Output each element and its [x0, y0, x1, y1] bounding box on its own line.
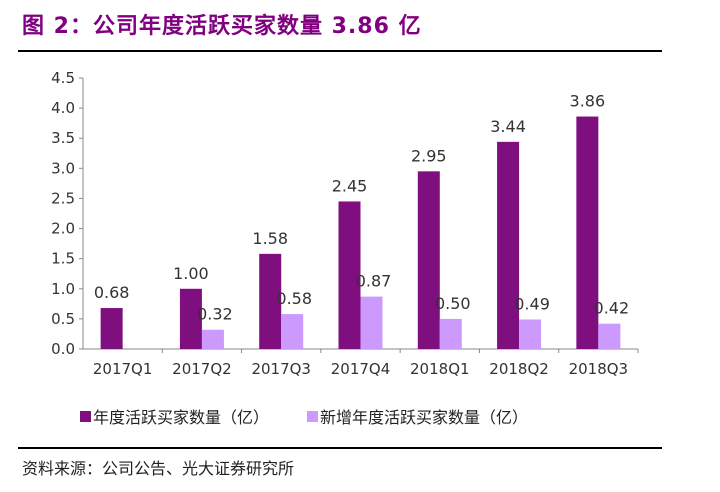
- x-tick-label: 2017Q2: [172, 360, 232, 378]
- legend-swatch: [80, 410, 91, 422]
- bar-chart: 0.0 0.5 1.0 1.5 2.0 2.5 3.0 3.5 4.0 4.5 2017Q1 0.68…: [51, 69, 639, 378]
- legend-swatch: [307, 410, 319, 422]
- bar-active-buyers: [179, 288, 202, 349]
- y-tick-label: 2.0: [51, 220, 75, 238]
- bar-active-buyers: [100, 308, 123, 349]
- x-tick-label: 2018Q3: [569, 360, 629, 378]
- bar-active-buyers: [259, 253, 282, 349]
- x-tick-label: 2017Q3: [251, 360, 311, 378]
- data-label: 0.49: [514, 294, 550, 313]
- data-label: 0.50: [435, 294, 471, 313]
- y-tick-label: 0.0: [51, 340, 75, 358]
- y-tick-label: 1.0: [51, 280, 75, 298]
- data-label: 2.45: [332, 176, 368, 195]
- y-tick-label: 2.5: [51, 189, 75, 207]
- y-tick-label: 3.0: [51, 159, 75, 177]
- source-note: 资料来源：公司公告、光大证券研究所: [22, 459, 295, 478]
- data-label: 0.42: [594, 299, 630, 318]
- y-tick-label: 0.5: [51, 310, 75, 328]
- bar-active-buyers: [497, 141, 520, 349]
- bar-active-buyers: [576, 116, 599, 349]
- data-label: 0.87: [356, 272, 392, 291]
- legend: 年度活跃买家数量（亿） 新增年度活跃买家数量（亿）: [80, 404, 528, 428]
- bar-active-buyers: [417, 171, 440, 349]
- y-tick-label: 4.5: [51, 69, 75, 87]
- x-tick-label: 2017Q4: [331, 360, 391, 378]
- x-tick-label: 2018Q2: [489, 360, 549, 378]
- title-rule: [18, 50, 662, 52]
- data-label: 1.58: [252, 229, 288, 248]
- data-label: 3.44: [490, 117, 526, 136]
- data-label: 0.32: [197, 305, 233, 324]
- y-tick-label: 1.5: [51, 250, 75, 268]
- legend-label: 年度活跃买家数量（亿）: [93, 408, 270, 427]
- y-tick-label: 4.0: [51, 99, 75, 117]
- legend-item-active-buyers: 年度活跃买家数量（亿）: [80, 404, 269, 428]
- bar-new-buyers: [439, 318, 462, 349]
- data-label: 3.86: [570, 92, 606, 111]
- y-tick-label: 3.5: [51, 129, 75, 147]
- figure-title: 图 2：公司年度活跃买家数量 3.86 亿: [22, 14, 422, 39]
- data-label: 0.58: [276, 289, 312, 308]
- bar-new-buyers: [281, 314, 304, 349]
- legend-label: 新增年度活跃买家数量（亿）: [320, 408, 529, 427]
- source-rule: [18, 447, 662, 449]
- bar-active-buyers: [338, 201, 361, 349]
- x-tick-label: 2017Q1: [93, 360, 153, 378]
- data-label: 2.95: [411, 146, 447, 165]
- bar-new-buyers: [201, 329, 224, 349]
- bar-new-buyers: [360, 296, 383, 349]
- bar-new-buyers: [598, 323, 621, 349]
- data-label: 0.68: [94, 283, 130, 302]
- legend-item-new-buyers: 新增年度活跃买家数量（亿）: [307, 404, 528, 428]
- x-tick-label: 2018Q1: [410, 360, 470, 378]
- bar-new-buyers: [519, 319, 542, 349]
- data-label: 1.00: [173, 264, 209, 283]
